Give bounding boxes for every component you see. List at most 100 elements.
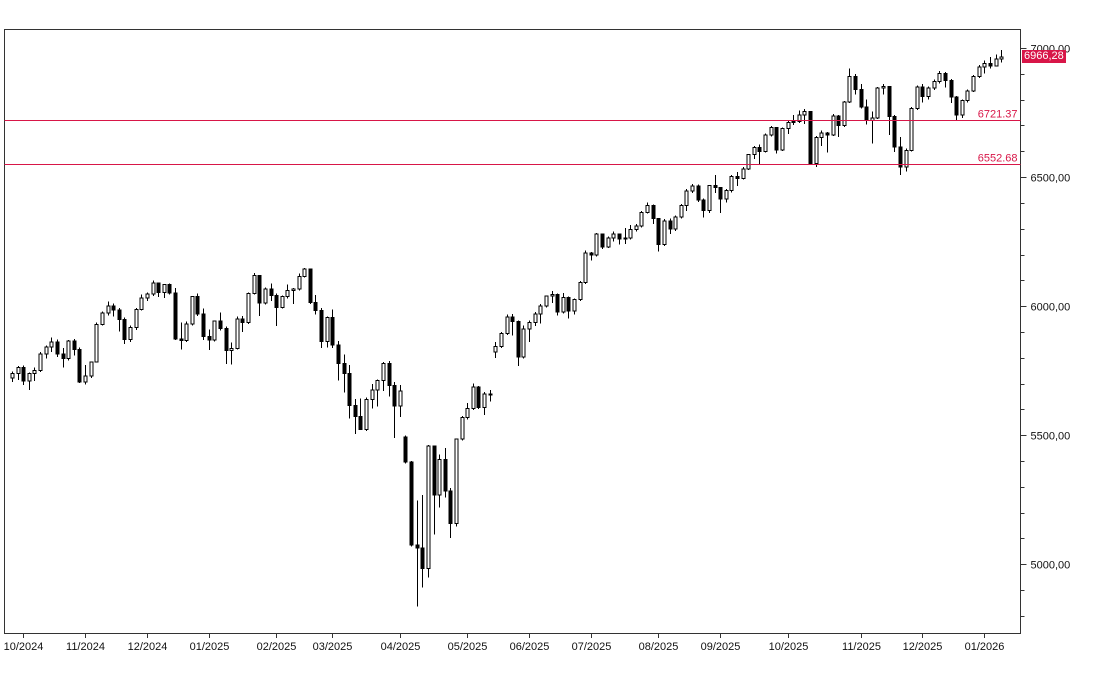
candle	[100, 311, 105, 326]
candle	[370, 384, 375, 409]
candle	[724, 189, 729, 203]
candle	[606, 236, 611, 249]
candle	[853, 73, 858, 95]
candle	[763, 133, 768, 153]
candle	[336, 340, 341, 381]
candle	[403, 435, 408, 464]
y-axis-label: 6500,00	[1031, 173, 1071, 185]
candle	[960, 99, 965, 118]
candle	[561, 293, 566, 314]
plot-border	[4, 29, 1021, 634]
candle	[572, 298, 577, 315]
candle	[207, 329, 212, 351]
candle	[173, 288, 178, 341]
candle	[696, 184, 701, 202]
candle	[870, 111, 875, 144]
candle	[656, 218, 661, 252]
candle	[319, 307, 324, 349]
candle	[746, 153, 751, 171]
x-axis-label: 12/2024	[128, 641, 168, 653]
candle	[668, 218, 673, 235]
candle	[482, 391, 487, 415]
candle	[38, 352, 43, 372]
candle	[302, 268, 307, 278]
x-axis-label: 03/2025	[313, 641, 353, 653]
x-axis-label: 06/2025	[510, 641, 550, 653]
candle	[387, 361, 392, 397]
candle	[128, 325, 133, 343]
candle	[117, 307, 122, 332]
candle	[235, 316, 240, 350]
candle	[364, 397, 369, 432]
x-axis-label: 07/2025	[572, 641, 612, 653]
candle	[926, 86, 931, 100]
candle	[218, 312, 223, 331]
candle	[252, 273, 257, 295]
candle	[651, 204, 656, 224]
candles-series	[10, 49, 1004, 607]
candle	[510, 314, 515, 336]
candle	[297, 273, 302, 291]
candle	[347, 364, 352, 419]
candle	[488, 389, 493, 402]
candle	[476, 386, 481, 409]
last-price-label: 6966,28	[1022, 50, 1066, 63]
candle	[774, 126, 779, 154]
candle	[639, 211, 644, 228]
candle	[949, 79, 954, 103]
candle	[538, 304, 543, 324]
candle	[72, 339, 77, 356]
x-axis-label: 01/2026	[965, 641, 1005, 653]
candle	[594, 232, 599, 257]
x-axis-label: 05/2025	[448, 641, 488, 653]
candle	[965, 89, 970, 103]
candle	[977, 65, 982, 78]
candle	[904, 148, 909, 172]
candle	[151, 280, 156, 296]
candle	[269, 283, 274, 302]
candle	[707, 184, 712, 214]
candle	[713, 175, 718, 194]
x-axis-label: 11/2025	[842, 641, 881, 653]
x-axis-label: 10/2025	[769, 641, 809, 653]
candle	[465, 402, 470, 420]
candle	[325, 316, 330, 348]
candle	[527, 320, 532, 342]
candle	[982, 60, 987, 74]
x-axis-label: 12/2025	[903, 641, 943, 653]
candle	[83, 364, 88, 385]
y-axis-label: 6000,00	[1031, 302, 1071, 314]
level-price-label: 6721.37	[978, 109, 1018, 121]
candle	[77, 347, 82, 383]
candle	[409, 460, 414, 547]
candle	[420, 495, 425, 588]
candle	[769, 125, 774, 137]
candle	[358, 398, 363, 431]
candle	[617, 233, 622, 245]
y-axis-label: 5500,00	[1031, 431, 1071, 443]
candle	[21, 365, 26, 385]
candle	[443, 448, 448, 498]
candle	[819, 130, 824, 147]
candle	[190, 295, 195, 326]
candle	[786, 120, 791, 134]
candle	[381, 362, 386, 392]
x-axis[interactable]: 10/2024 11/2024 12/2024 01/2025 02/2025 03/20…	[4, 633, 1005, 654]
candle	[246, 292, 251, 325]
horizontal-level-line[interactable]: 6552.68	[4, 153, 1021, 165]
candle	[887, 86, 892, 136]
candle	[257, 274, 262, 316]
candle	[313, 295, 318, 315]
candle	[611, 231, 616, 242]
candle	[881, 84, 886, 95]
candle	[898, 137, 903, 175]
candle	[448, 487, 453, 539]
horizontal-level-line[interactable]: 6721.37	[4, 109, 1021, 121]
candle	[167, 283, 172, 295]
candle	[915, 85, 920, 111]
candle	[533, 311, 538, 327]
candle	[184, 321, 189, 343]
